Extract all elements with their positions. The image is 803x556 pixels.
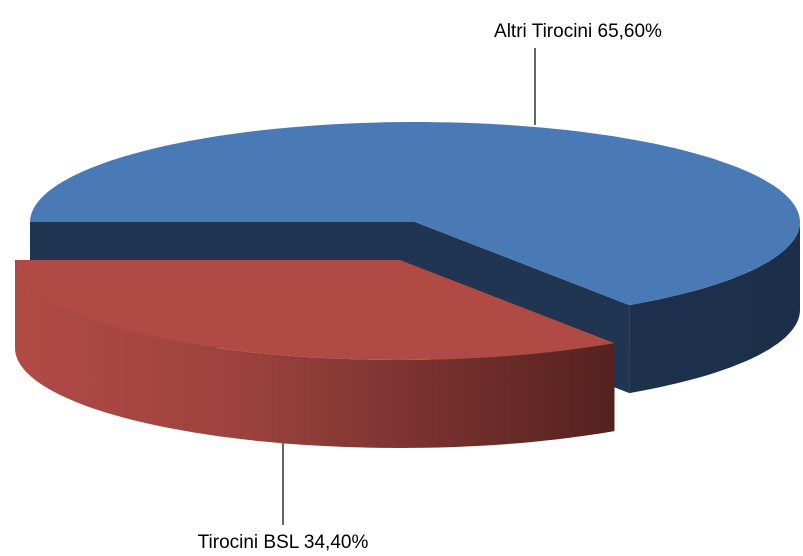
slice-value: 34,40% [304, 532, 369, 553]
pie [15, 122, 800, 448]
slice-name: Tirocini BSL [198, 532, 299, 553]
slice-name: Altri Tirocini [494, 21, 592, 42]
slice-wall [629, 222, 800, 394]
slice-value: 65,60% [598, 21, 663, 42]
slice-label: Tirocini BSL 34,40% [198, 532, 369, 553]
slice [30, 122, 800, 306]
slice [15, 260, 615, 360]
slice-label: Altri Tirocini 65,60% [494, 21, 662, 42]
slice-wall [15, 260, 615, 448]
